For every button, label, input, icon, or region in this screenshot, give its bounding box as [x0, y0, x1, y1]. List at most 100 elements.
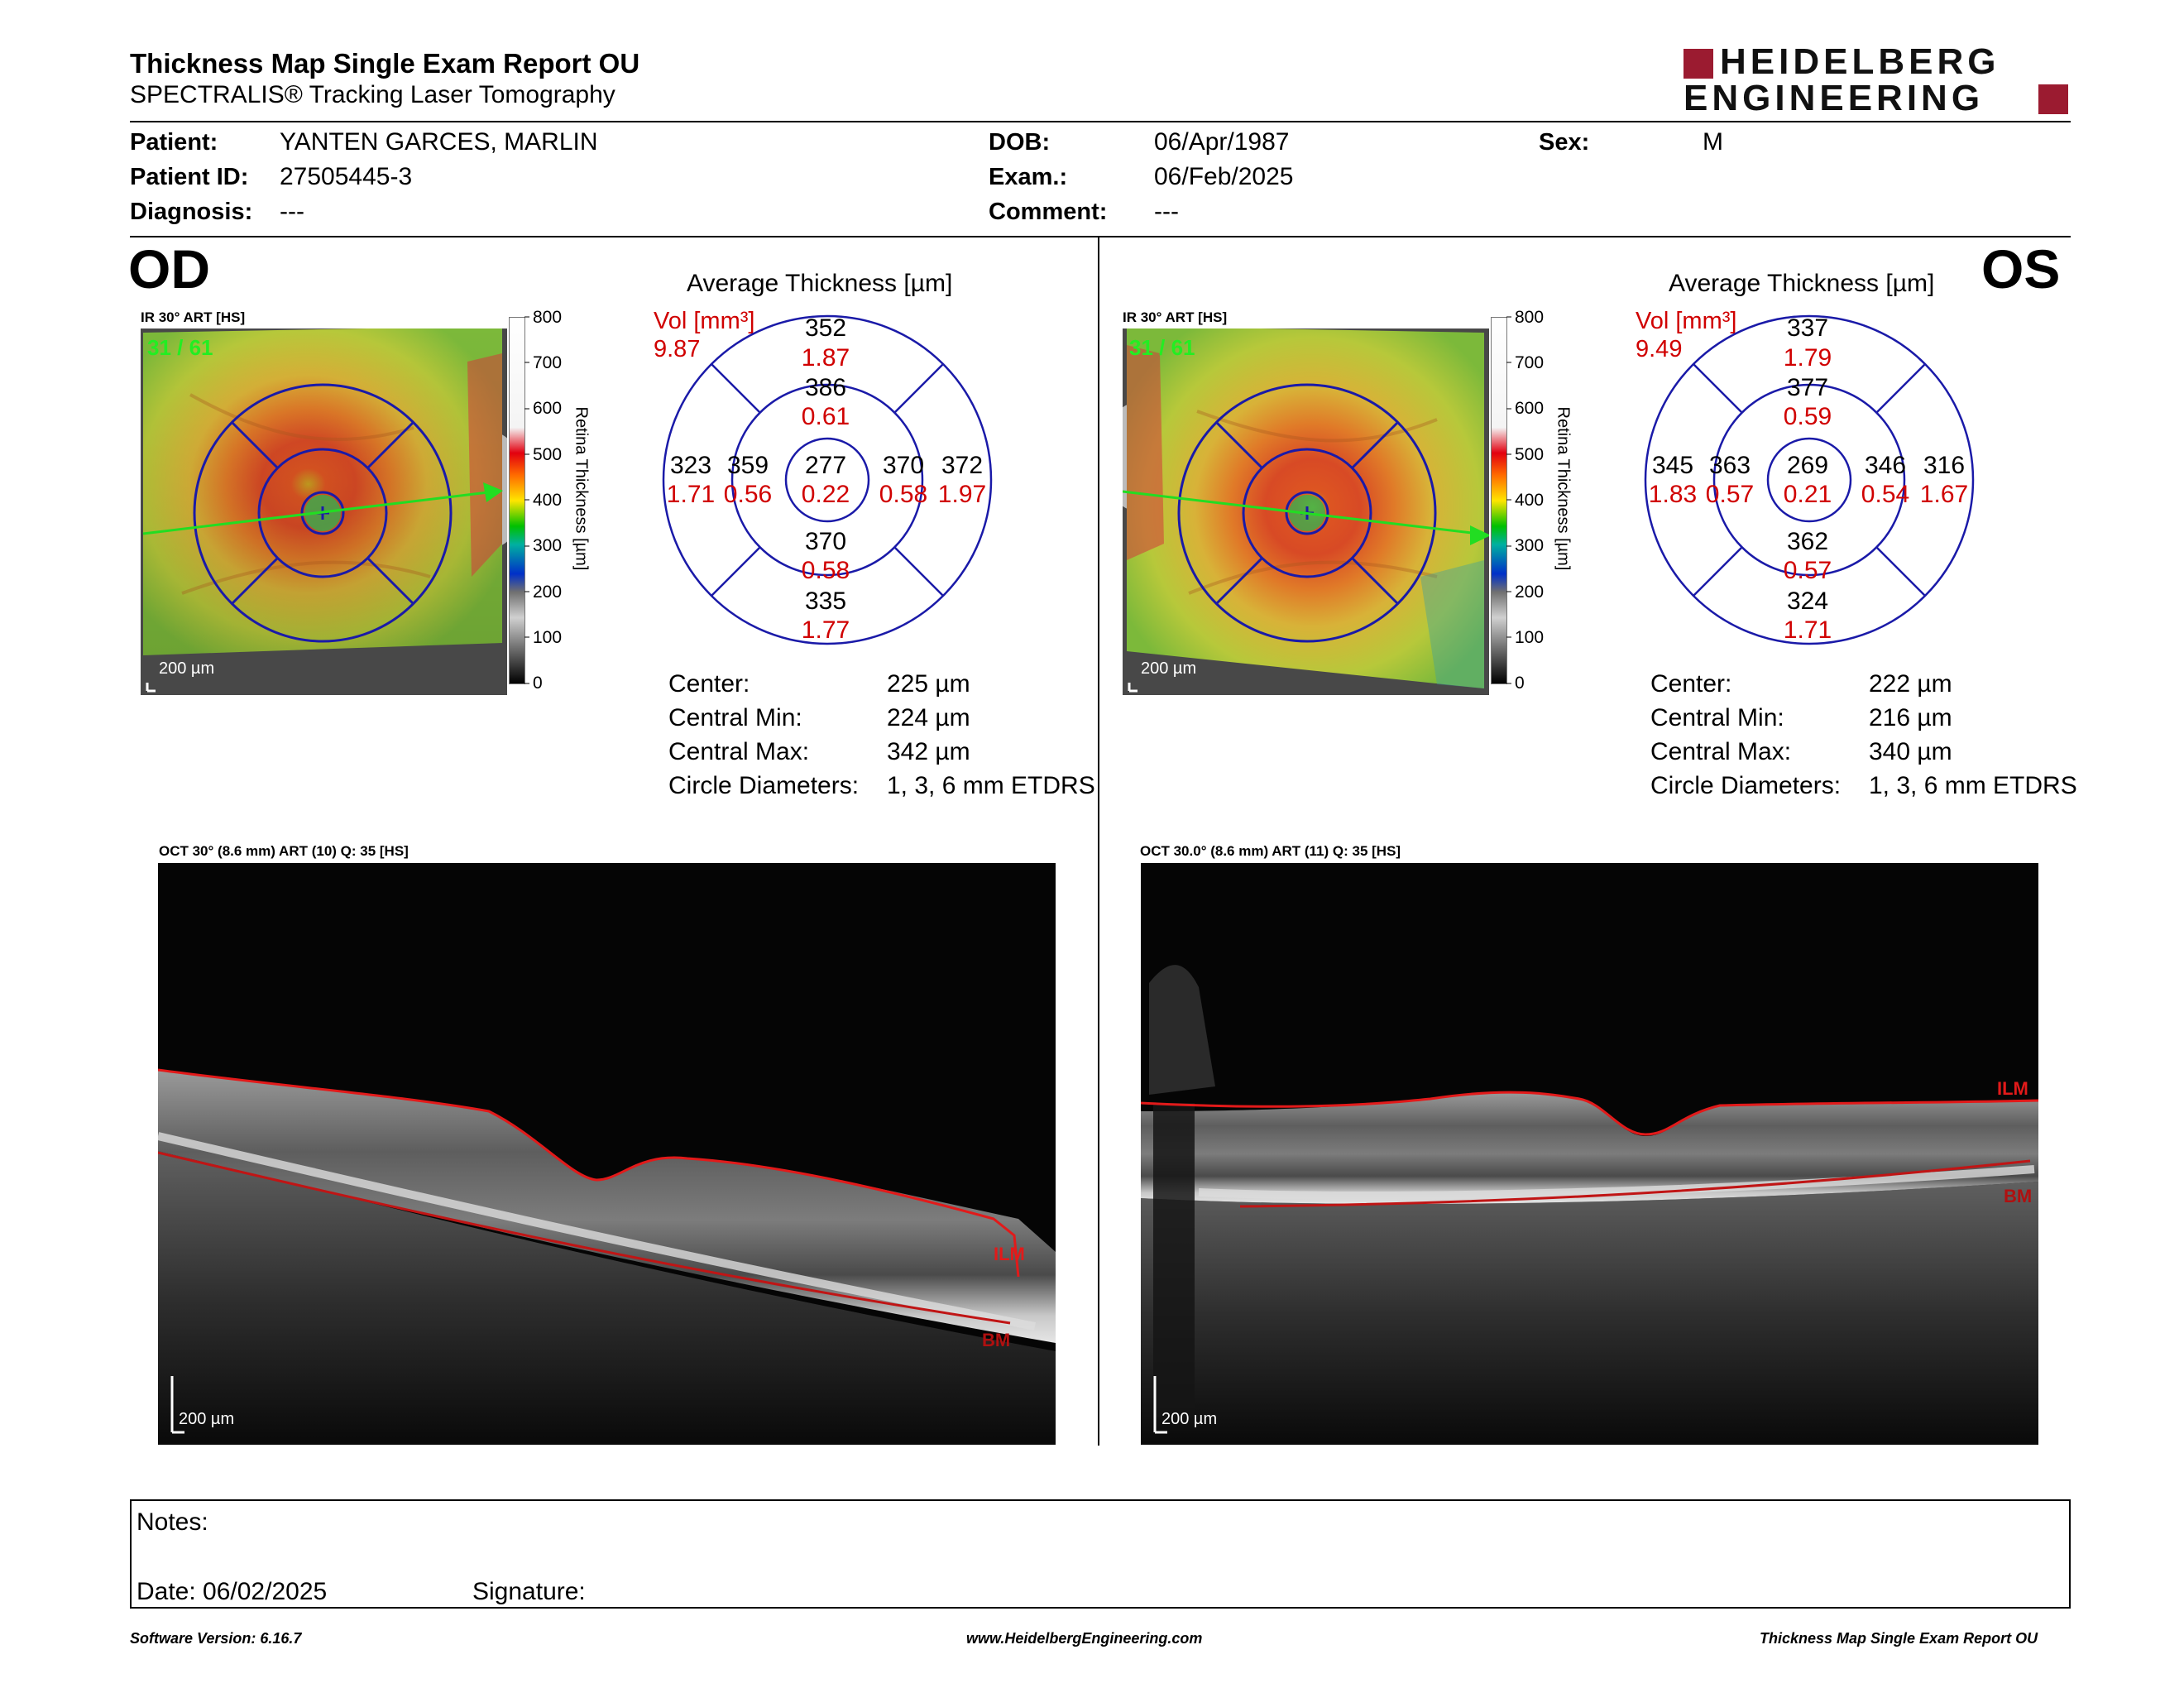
patient-id-label: Patient ID: — [130, 164, 249, 190]
os-frame-count: 31 / 61 — [1129, 335, 1195, 360]
od-avg-title: Average Thickness [µm] — [687, 270, 953, 297]
od-eye-label: OD — [128, 238, 210, 300]
od-outer-sup-vol: 1.87 — [802, 344, 850, 372]
dob-label: DOB: — [989, 129, 1051, 156]
os-outer-left: 345 — [1652, 452, 1693, 479]
os-vol-label: Vol [mm³] — [1636, 308, 1737, 334]
patient-divider — [130, 236, 2071, 237]
os-legend-title: Retina Thickness [µm] — [1554, 406, 1573, 571]
od-outer-left-vol: 1.71 — [667, 481, 715, 508]
os-outer-right-vol: 1.67 — [1920, 481, 1968, 508]
od-outer-right: 372 — [941, 452, 983, 479]
od-tick-200: 200 — [533, 583, 562, 602]
od-tick-600: 600 — [533, 399, 562, 418]
os-center-vol: 0.21 — [1784, 481, 1832, 508]
od-etdrs-grid: 352 1.87 386 0.61 323 1.71 359 0.56 277 … — [662, 314, 993, 645]
os-inner-left: 363 — [1709, 452, 1751, 479]
os-inner-right-vol: 0.54 — [1861, 481, 1909, 508]
os-inner-sup: 377 — [1787, 374, 1828, 401]
os-legend-ticks: 800 700 600 500 400 300 200 100 0 — [1506, 308, 1544, 693]
os-tick-500: 500 — [1515, 445, 1544, 464]
od-outer-left: 323 — [670, 452, 711, 479]
os-tick-300: 300 — [1515, 536, 1544, 555]
od-center-label: Center: — [668, 670, 750, 698]
os-tick-800: 800 — [1515, 308, 1544, 327]
od-inner-sup-vol: 0.61 — [802, 403, 850, 430]
os-inner-left-vol: 0.57 — [1706, 481, 1754, 508]
od-tick-0: 0 — [533, 674, 543, 693]
report-title: Thickness Map Single Exam Report OU — [130, 48, 640, 79]
exam-label: Exam.: — [989, 164, 1068, 190]
os-color-legend — [1491, 317, 1507, 684]
od-outer-inf: 335 — [805, 587, 846, 615]
header-divider — [130, 121, 2071, 122]
os-max-value: 340 µm — [1869, 738, 1952, 765]
notes-box[interactable]: Notes: Date: 06/02/2025 Signature: — [130, 1499, 2071, 1609]
od-ir-label: IR 30° ART [HS] — [141, 309, 246, 325]
os-inner-right: 346 — [1865, 452, 1906, 479]
od-min-label: Central Min: — [668, 704, 802, 731]
od-legend-ticks: 800 700 600 500 400 300 200 100 0 — [524, 308, 562, 693]
os-center: 269 — [1787, 452, 1828, 479]
report-subtitle: SPECTRALIS® Tracking Laser Tomography — [130, 81, 615, 108]
od-min-value: 224 µm — [887, 704, 970, 731]
os-bm-label: BM — [2004, 1186, 2032, 1206]
os-oct-label: OCT 30.0° (8.6 mm) ART (11) Q: 35 [HS] — [1140, 843, 1401, 859]
od-diam-label: Circle Diameters: — [668, 772, 860, 799]
os-outer-left-vol: 1.83 — [1649, 481, 1697, 508]
od-inner-right-vol: 0.58 — [879, 481, 927, 508]
od-vol-label: Vol [mm³] — [654, 308, 755, 334]
od-thickness-map: 200 µm 31 / 61 — [141, 328, 507, 695]
od-oct-scan: ILM BM 200 µm — [158, 863, 1056, 1445]
od-max-label: Central Max: — [668, 738, 810, 765]
os-outer-inf-vol: 1.71 — [1784, 616, 1832, 644]
os-avg-title: Average Thickness [µm] — [1669, 270, 1935, 297]
os-tick-200: 200 — [1515, 583, 1544, 602]
os-oct-scale: 200 µm — [1161, 1410, 1217, 1428]
od-tick-700: 700 — [533, 353, 562, 372]
od-center: 277 — [805, 452, 846, 479]
od-frame-count: 31 / 61 — [147, 335, 213, 360]
os-eye-label: OS — [1981, 238, 2061, 300]
os-outer-inf: 324 — [1787, 587, 1828, 615]
logo-line1: HEIDELBERG — [1720, 41, 2000, 82]
os-ilm-label: ILM — [1997, 1078, 2028, 1099]
od-inner-right: 370 — [883, 452, 924, 479]
os-center-value: 222 µm — [1869, 670, 1952, 698]
od-ilm-label: ILM — [994, 1244, 1025, 1264]
os-outer-sup: 337 — [1787, 314, 1828, 342]
od-inner-inf-vol: 0.58 — [802, 557, 850, 584]
os-max-label: Central Max: — [1650, 738, 1792, 765]
comment-label: Comment: — [989, 199, 1108, 225]
os-min-value: 216 µm — [1869, 704, 1952, 731]
os-outer-right: 316 — [1923, 452, 1965, 479]
notes-label: Notes: — [136, 1508, 208, 1536]
sex-value: M — [1703, 128, 1723, 156]
os-diam-value: 1, 3, 6 mm ETDRS — [1869, 772, 2077, 799]
od-diam-value: 1, 3, 6 mm ETDRS — [887, 772, 1095, 799]
patient-name: YANTEN GARCES, MARLIN — [280, 128, 598, 156]
od-oct-label: OCT 30° (8.6 mm) ART (10) Q: 35 [HS] — [159, 843, 409, 859]
os-outer-sup-vol: 1.79 — [1784, 344, 1832, 372]
exam-value: 06/Feb/2025 — [1154, 163, 1294, 190]
os-tick-100: 100 — [1515, 628, 1544, 647]
signature-label: Signature: — [472, 1578, 586, 1605]
od-tick-800: 800 — [533, 308, 562, 327]
od-legend-title: Retina Thickness [µm] — [572, 406, 591, 571]
od-inner-inf: 370 — [805, 528, 846, 555]
logo-line2: ENGINEERING — [1684, 78, 1985, 118]
od-tick-400: 400 — [533, 491, 562, 510]
os-diam-label: Circle Diameters: — [1650, 772, 1842, 799]
patient-label: Patient: — [130, 129, 218, 156]
heidelberg-logo: HEIDELBERG ENGINEERING — [1684, 41, 2068, 118]
diagnosis-label: Diagnosis: — [130, 199, 253, 225]
dob-value: 06/Apr/1987 — [1154, 128, 1290, 156]
od-bm-label: BM — [982, 1330, 1010, 1350]
center-divider — [1098, 237, 1099, 1446]
footer-website[interactable]: www.HeidelbergEngineering.com — [966, 1630, 1203, 1647]
od-tick-300: 300 — [533, 536, 562, 555]
os-tick-700: 700 — [1515, 353, 1544, 372]
od-max-value: 342 µm — [887, 738, 970, 765]
od-tick-100: 100 — [533, 628, 562, 647]
od-oct-scale: 200 µm — [179, 1410, 234, 1428]
